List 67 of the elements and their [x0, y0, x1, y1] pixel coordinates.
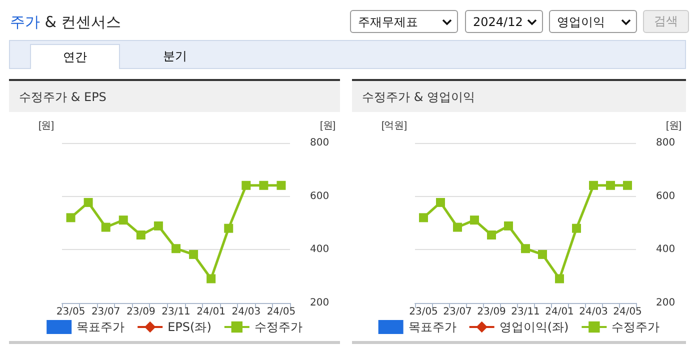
- legend-label: 수정주가: [612, 320, 660, 334]
- point: [555, 274, 564, 284]
- point: [521, 244, 530, 254]
- point: [436, 198, 445, 207]
- text: 영업이익: [549, 10, 637, 33]
- point: [189, 250, 198, 259]
- x-tick-label: 23/11: [511, 306, 540, 318]
- x-tick-label: 23/11: [162, 306, 190, 318]
- point: [504, 221, 513, 230]
- point: [84, 198, 93, 207]
- point: [154, 221, 163, 230]
- y2-tick-label: 600: [656, 190, 676, 202]
- point: [66, 213, 76, 222]
- x-tick-label: 24/03: [232, 306, 261, 318]
- point: [276, 180, 286, 190]
- y2-axis-title: [원]: [666, 120, 682, 132]
- y-axis-title: [원]: [38, 120, 54, 132]
- point: [623, 180, 632, 190]
- y2-tick-label: 600: [310, 190, 330, 202]
- legend-label: 영업이익(좌): [499, 320, 569, 334]
- x-tick-label: 23/09: [126, 306, 156, 318]
- point: [242, 180, 251, 190]
- point: [224, 224, 234, 233]
- point: [136, 230, 146, 240]
- legend-label: EPS(좌): [168, 320, 212, 334]
- x-tick-label: 23/07: [91, 306, 120, 318]
- point: [172, 244, 180, 254]
- x-tick-label: 23/07: [443, 306, 472, 318]
- point: [206, 274, 216, 284]
- legend-label: 수정주가: [254, 320, 302, 334]
- text: 2024/12: [465, 10, 543, 33]
- y2-tick-label: 200: [656, 298, 676, 308]
- x-tick-label: 23/05: [409, 306, 438, 318]
- point: [572, 224, 581, 233]
- text: 주재무제표: [350, 10, 458, 33]
- x-tick-label: 24/05: [613, 306, 642, 318]
- y2-tick-label: 400: [310, 244, 330, 256]
- y2-tick-label: 400: [656, 244, 676, 256]
- x-tick-label: 24/05: [266, 306, 296, 318]
- x-tick-label: 24/01: [545, 306, 574, 318]
- point: [589, 180, 598, 190]
- point: [470, 216, 479, 225]
- x-tick-label: 23/05: [56, 306, 86, 318]
- x-tick-label: 23/09: [477, 306, 506, 318]
- y2-tick-label: 800: [310, 138, 330, 148]
- text: 연간: [30, 44, 120, 69]
- point: [419, 213, 428, 222]
- text: 주가 & 컨센서스: [10, 13, 122, 31]
- text: 분기: [162, 48, 188, 65]
- point: [101, 222, 110, 232]
- point: [259, 180, 268, 190]
- legend-label: 목표주가: [76, 320, 125, 334]
- chart-title: 수정주가 & 영업이익: [352, 79, 686, 112]
- point: [453, 222, 462, 232]
- point: [118, 216, 128, 225]
- chart-title: 수정주가 & EPS: [9, 79, 340, 112]
- x-tick-label: 24/01: [196, 306, 226, 318]
- point: [538, 250, 547, 259]
- point: [606, 180, 615, 190]
- point: [487, 230, 496, 240]
- text: 검색: [643, 10, 689, 33]
- y2-axis-title: [원]: [320, 120, 336, 132]
- legend-label: 목표주가: [408, 320, 456, 334]
- y2-tick-label: 200: [310, 298, 330, 308]
- y-axis-title: [억원]: [381, 120, 408, 132]
- y2-tick-label: 800: [656, 138, 676, 148]
- x-tick-label: 24/03: [579, 306, 608, 318]
